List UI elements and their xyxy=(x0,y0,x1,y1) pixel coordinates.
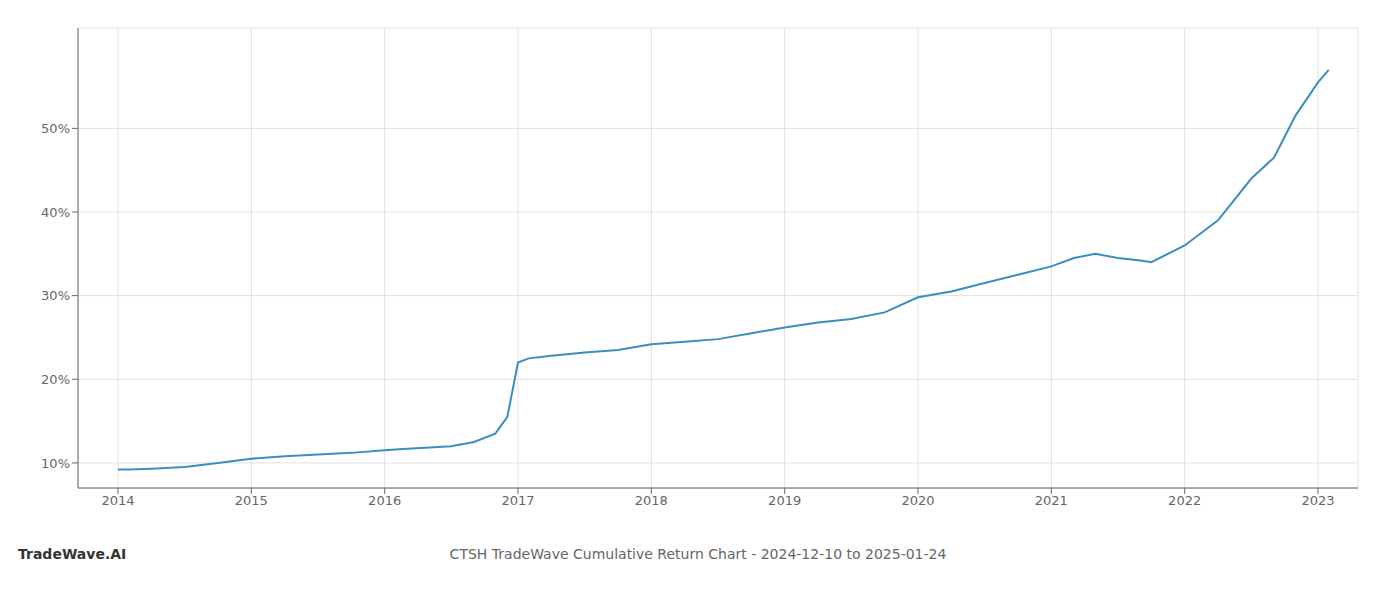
svg-text:20%: 20% xyxy=(41,372,70,387)
svg-text:2016: 2016 xyxy=(368,493,401,508)
svg-text:2022: 2022 xyxy=(1168,493,1201,508)
svg-text:40%: 40% xyxy=(41,205,70,220)
svg-text:2023: 2023 xyxy=(1301,493,1334,508)
svg-text:50%: 50% xyxy=(41,121,70,136)
svg-text:10%: 10% xyxy=(41,456,70,471)
svg-text:2021: 2021 xyxy=(1035,493,1068,508)
svg-text:2014: 2014 xyxy=(101,493,134,508)
svg-text:2018: 2018 xyxy=(635,493,668,508)
svg-text:30%: 30% xyxy=(41,288,70,303)
svg-text:2015: 2015 xyxy=(235,493,268,508)
svg-text:2020: 2020 xyxy=(901,493,934,508)
html-text:CTSH TradeWave Cumulative Retu: CTSH TradeWave Cumulative Return Chart -… xyxy=(449,546,947,562)
svg-text:2019: 2019 xyxy=(768,493,801,508)
html-text:TradeWave.AI: TradeWave.AI xyxy=(18,546,127,562)
svg-text:2017: 2017 xyxy=(501,493,534,508)
